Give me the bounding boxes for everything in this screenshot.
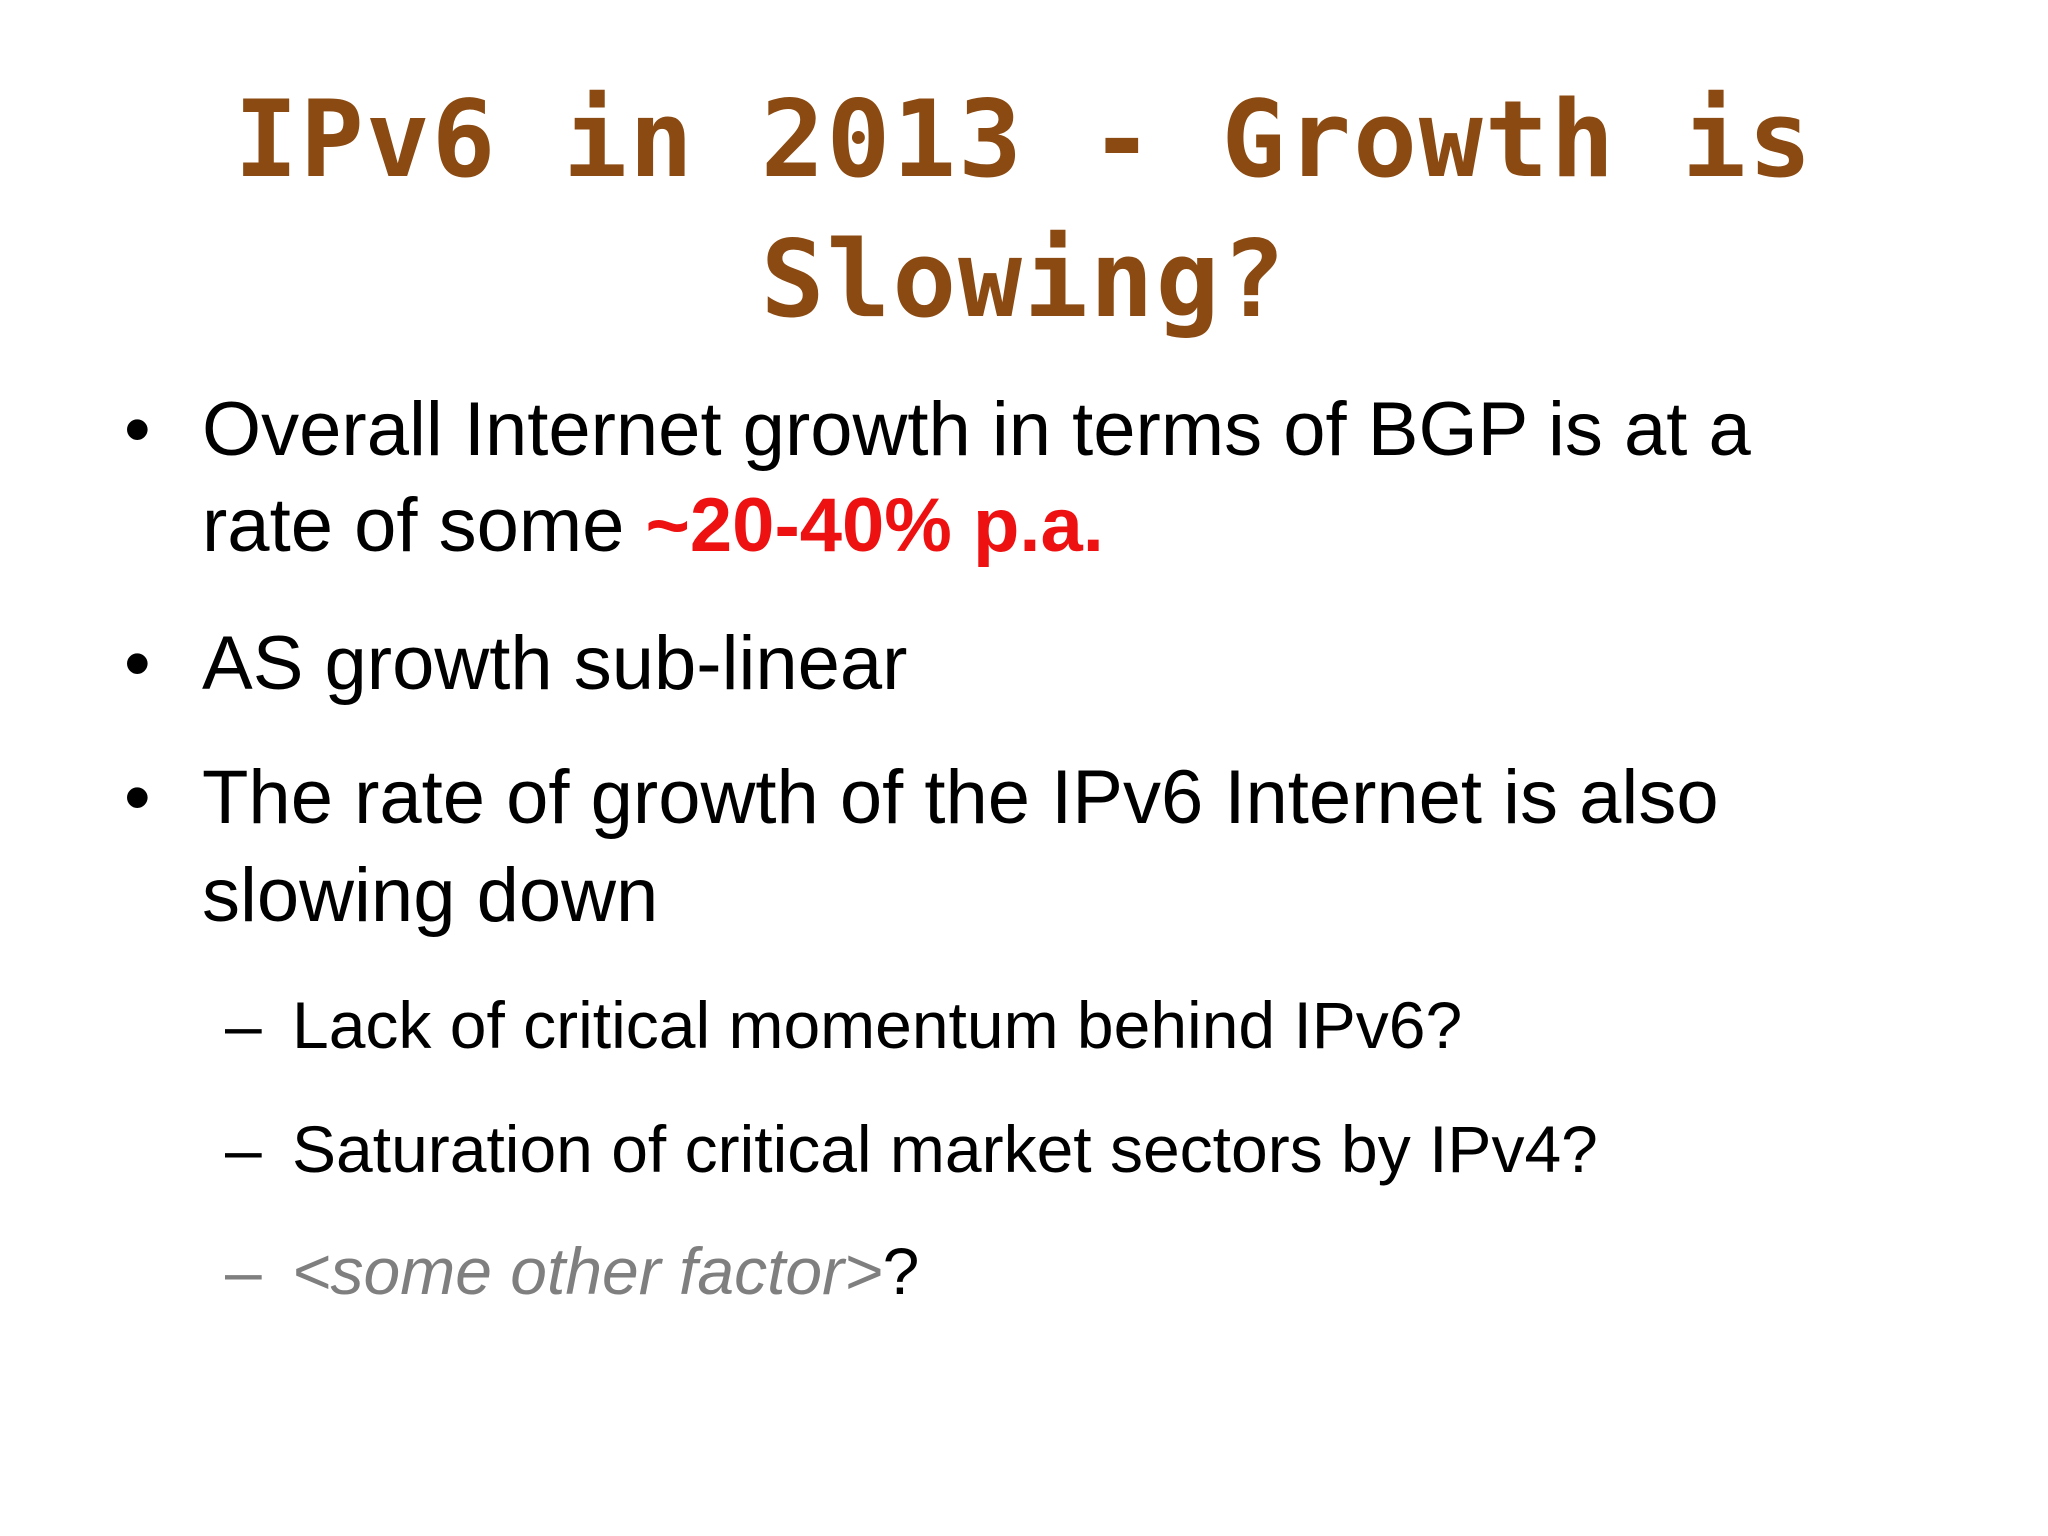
placeholder-factor: <some other factor> <box>292 1234 883 1308</box>
bullet-3-line-2: slowing down <box>202 853 659 938</box>
placeholder-suffix: ? <box>882 1234 920 1308</box>
sub-marker: – <box>225 1234 262 1308</box>
sub-item-3: <some other factor>? <box>292 1226 919 1316</box>
growth-rate-highlight: ~20-40% p.a. <box>645 483 1104 568</box>
bullet-marker: • <box>124 387 151 472</box>
bullet-marker: • <box>124 621 151 706</box>
sub-marker: – <box>225 1112 262 1186</box>
slide-title: IPv6 in 2013 - Growth is Slowing? <box>0 70 2048 350</box>
sub-marker: – <box>225 988 262 1062</box>
sub-item-2: Saturation of critical market sectors by… <box>292 1112 1598 1186</box>
bullet-1-line-2: rate of some ~20-40% p.a. <box>202 476 2002 576</box>
bullet-2-line-1: AS growth sub-linear <box>202 621 908 706</box>
sub-item-1: Lack of critical momentum behind IPv6? <box>292 988 1463 1062</box>
title-line-2: Slowing? <box>760 218 1288 341</box>
bullet-3-line-1: The rate of growth of the IPv6 Internet … <box>202 755 1719 840</box>
bullet-marker: • <box>124 755 151 840</box>
bullet-1-line-1: Overall Internet growth in terms of BGP … <box>202 387 1751 472</box>
bullet-1-prefix: rate of some <box>202 483 646 568</box>
title-line-1: IPv6 in 2013 - Growth is <box>234 78 1814 201</box>
